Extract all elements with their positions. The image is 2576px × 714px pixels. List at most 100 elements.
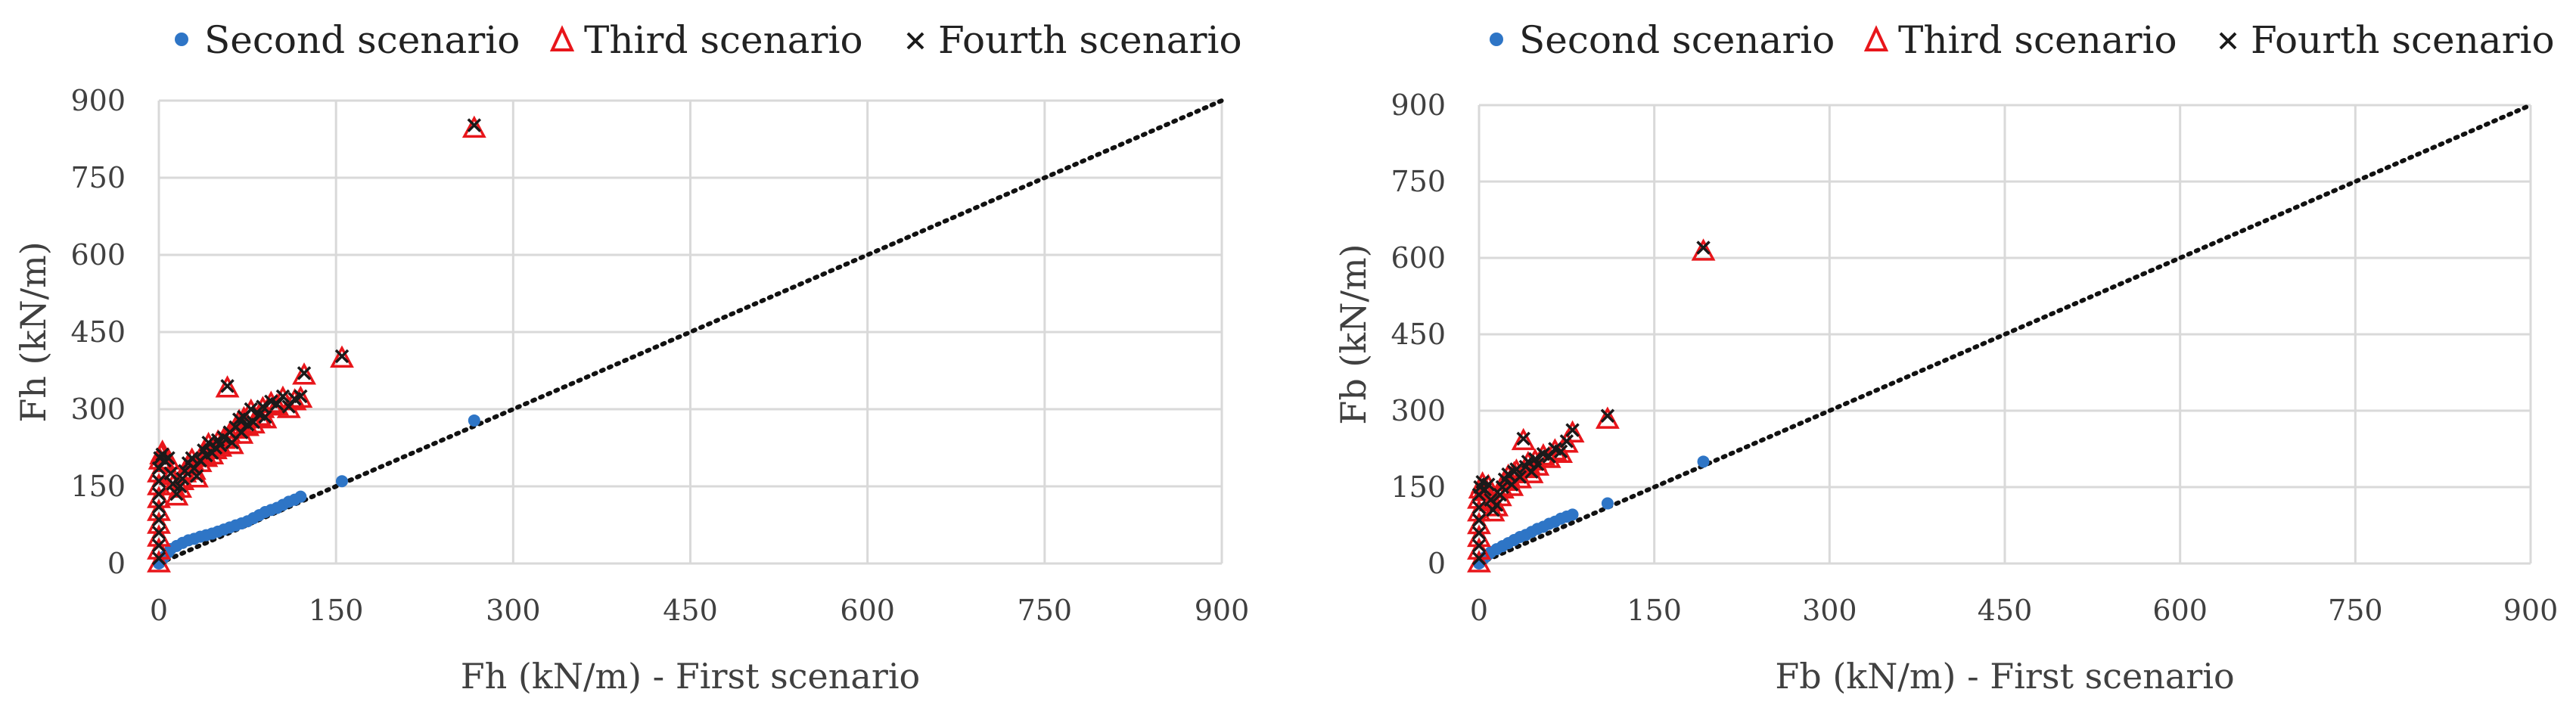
point-fourth-scenario <box>258 409 272 424</box>
point-fourth-scenario <box>1530 457 1545 471</box>
point-fourth-scenario <box>151 551 166 566</box>
x-tick-label: 450 <box>1978 594 2033 627</box>
point-fourth-scenario <box>1471 551 1487 566</box>
point-fourth-scenario <box>185 451 199 465</box>
point-fourth-scenario <box>1481 477 1496 492</box>
x-tick-label: 750 <box>1018 594 1073 627</box>
y-tick-labels: 0 150 300 450 600 750 900 <box>70 84 126 580</box>
point-third-scenario <box>265 393 290 416</box>
legend-fourth-marker <box>2219 32 2237 50</box>
point-fourth-scenario <box>1553 444 1568 459</box>
x-tick-label: 750 <box>2328 594 2383 627</box>
y-tick-labels: 0 150 300 450 600 750 900 <box>1391 88 1446 580</box>
y-axis-label: Fb (kN/m) <box>1333 244 1374 424</box>
x-tick-label: 600 <box>840 594 895 627</box>
legend-second-marker <box>1490 33 1503 46</box>
point-fourth-scenario <box>256 399 270 414</box>
point-fourth-scenario <box>151 512 166 527</box>
x-axis-label: Fh (kN/m) - First scenario <box>461 656 920 697</box>
legend-third-label: Third scenario <box>584 18 863 62</box>
point-fourth-scenario <box>1600 408 1615 423</box>
point-fourth-scenario <box>1493 487 1508 502</box>
point-fourth-scenario <box>151 538 166 553</box>
point-third-scenario <box>215 375 240 398</box>
y-tick-label: 0 <box>1428 547 1446 580</box>
point-second-scenario <box>294 490 307 503</box>
y-tick-label: 900 <box>1391 88 1446 122</box>
point-third-scenario <box>270 385 295 408</box>
identity-line <box>1477 103 2533 566</box>
x-tick-label: 150 <box>1627 594 1682 627</box>
point-third-scenario <box>253 405 278 429</box>
gridlines <box>157 99 1223 565</box>
point-fourth-scenario <box>163 466 178 481</box>
legend-fourth-marker <box>906 32 924 50</box>
point-third-scenario <box>1511 427 1536 451</box>
legend-third-label: Third scenario <box>1898 18 2177 62</box>
x-tick-label: 300 <box>486 594 541 627</box>
point-fourth-scenario <box>151 486 166 501</box>
point-third-scenario <box>282 388 307 411</box>
legend-fourth-label: Fourth scenario <box>2251 18 2555 62</box>
y-tick-label: 300 <box>70 393 126 426</box>
legend: Second scenario Third scenario Fourth sc… <box>175 18 1242 62</box>
y-tick-label: 750 <box>70 161 126 194</box>
point-fourth-scenario <box>1471 513 1487 528</box>
x-tick-label: 150 <box>309 594 364 627</box>
point-fourth-scenario <box>1489 498 1504 512</box>
point-third-scenario <box>158 462 183 486</box>
x-tick-label: 0 <box>150 594 168 627</box>
point-fourth-scenario <box>151 499 166 514</box>
x-tick-labels: 0 150 300 450 600 750 900 <box>1470 594 2558 627</box>
point-second-scenario <box>468 414 480 427</box>
point-third-scenario <box>185 465 209 488</box>
point-fourth-scenario <box>1471 500 1487 515</box>
point-fourth-scenario <box>275 389 291 404</box>
x-tick-label: 900 <box>2503 594 2559 627</box>
point-third-scenario <box>1519 461 1544 483</box>
point-fourth-scenario <box>1471 539 1487 553</box>
point-fourth-scenario <box>294 389 308 404</box>
y-tick-label: 0 <box>107 547 126 580</box>
point-fourth-scenario <box>151 525 166 540</box>
x-axis-label: Fb (kN/m) - First scenario <box>1775 656 2234 697</box>
point-third-scenario <box>461 115 486 138</box>
point-third-scenario <box>1499 473 1524 496</box>
point-second-scenario <box>1601 497 1614 510</box>
point-fourth-scenario <box>169 486 184 501</box>
x-tick-label: 450 <box>663 594 718 627</box>
point-third-scenario <box>330 345 354 368</box>
data-marks <box>1467 238 1716 573</box>
x-tick-label: 300 <box>1802 594 1857 627</box>
x-tick-label: 600 <box>2152 594 2208 627</box>
y-tick-label: 600 <box>70 238 126 272</box>
legend-fourth-label: Fourth scenario <box>938 18 1242 62</box>
x-tick-labels: 0 150 300 450 600 750 900 <box>150 594 1249 627</box>
x-tick-label: 900 <box>1195 594 1250 627</box>
point-third-scenario <box>152 449 177 473</box>
point-fourth-scenario <box>189 469 204 483</box>
legend-third-marker <box>549 25 575 51</box>
point-fourth-scenario <box>244 402 259 417</box>
y-tick-label: 300 <box>1391 394 1446 427</box>
legend: Second scenario Third scenario Fourth sc… <box>1490 18 2555 62</box>
x-tick-label: 0 <box>1470 594 1488 627</box>
point-fourth-scenario <box>334 349 350 364</box>
point-fourth-scenario <box>1516 431 1530 446</box>
y-tick-label: 150 <box>70 470 126 503</box>
point-fourth-scenario <box>213 438 228 452</box>
legend-second-marker <box>175 33 188 46</box>
legend-second-label: Second scenario <box>1519 18 1835 62</box>
point-fourth-scenario <box>467 118 482 132</box>
y-tick-label: 750 <box>1391 165 1446 198</box>
y-tick-label: 900 <box>70 84 126 117</box>
identity-line <box>157 98 1224 566</box>
legend-second-label: Second scenario <box>204 18 520 62</box>
chart-panel-fb: Second scenario Third scenario Fourth sc… <box>1333 18 2558 697</box>
point-fourth-scenario <box>151 473 166 489</box>
y-tick-label: 450 <box>70 315 126 349</box>
point-third-scenario <box>1560 420 1585 443</box>
point-third-scenario <box>1691 238 1716 261</box>
y-tick-label: 450 <box>1391 318 1446 351</box>
